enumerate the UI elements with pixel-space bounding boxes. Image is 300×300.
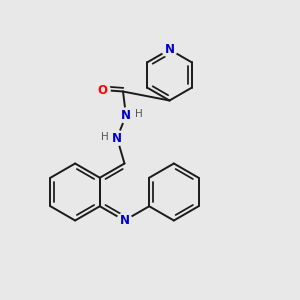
Text: N: N xyxy=(119,214,130,227)
Circle shape xyxy=(118,108,134,123)
Text: N: N xyxy=(164,43,175,56)
Circle shape xyxy=(117,213,132,228)
Text: H: H xyxy=(100,131,108,142)
Circle shape xyxy=(162,42,177,57)
Text: N: N xyxy=(112,131,122,145)
Text: N: N xyxy=(121,109,131,122)
Circle shape xyxy=(110,130,124,146)
Circle shape xyxy=(95,82,110,98)
Text: H: H xyxy=(135,109,142,119)
Text: O: O xyxy=(98,83,108,97)
